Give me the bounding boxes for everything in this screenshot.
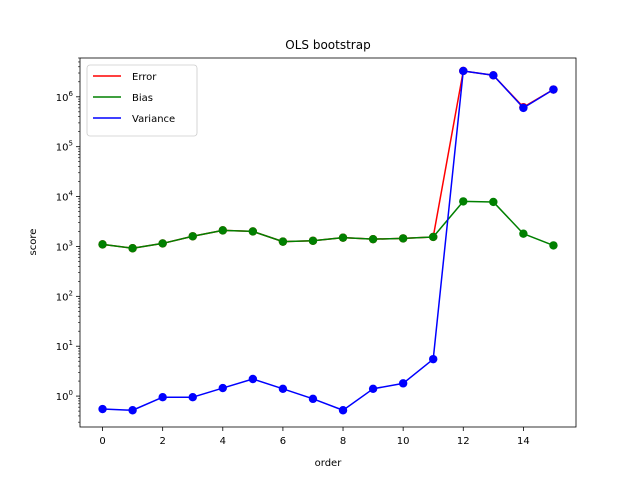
y-tick-exponent: 4	[69, 190, 74, 198]
data-point-bias	[218, 226, 227, 235]
x-axis: 0 2 4 6 8 10 12 14	[99, 427, 530, 447]
data-point-variance	[188, 392, 197, 402]
data-point-bias	[549, 241, 558, 250]
data-point-bias	[338, 233, 348, 242]
data-point-bias	[459, 197, 468, 206]
plot-area	[79, 57, 577, 428]
data-point-bias	[308, 236, 318, 245]
data-point-bias	[368, 234, 378, 244]
plot-frame	[79, 57, 577, 428]
data-point-variance	[368, 384, 378, 393]
data-point-bias	[98, 240, 107, 249]
data-point-bias	[398, 234, 408, 243]
series-line-bias	[102, 200, 554, 250]
data-point-bias	[429, 232, 438, 242]
y-tick-base: 10	[56, 292, 69, 303]
data-point-variance	[128, 406, 137, 415]
data-point-bias	[248, 227, 258, 236]
y-tick-exponent: 2	[69, 289, 73, 297]
data-point-variance	[429, 354, 438, 364]
y-tick-base: 10	[56, 392, 69, 403]
data-point-variance	[489, 71, 498, 80]
y-tick-base: 10	[56, 143, 69, 154]
legend-label-variance: Variance	[132, 114, 175, 125]
y-tick-label: 103	[56, 239, 73, 253]
data-point-variance	[519, 103, 528, 113]
y-tick-base: 10	[56, 193, 69, 204]
y-tick-exponent: 5	[69, 140, 73, 148]
data-point-variance	[248, 374, 258, 384]
data-point-bias	[519, 229, 528, 238]
series-layer	[98, 66, 558, 415]
series-bias	[98, 197, 558, 253]
chart-title: OLS bootstrap	[285, 38, 370, 52]
x-tick-label: 10	[397, 436, 410, 447]
y-tick-base: 10	[56, 342, 69, 353]
data-point-variance	[218, 383, 227, 393]
y-tick-label: 105	[56, 140, 73, 154]
legend-label-bias: Bias	[132, 93, 153, 104]
x-tick-label: 12	[457, 436, 470, 447]
x-tick-label: 14	[517, 436, 530, 447]
legend: Error Bias Variance	[86, 64, 198, 137]
y-tick-label: 106	[56, 90, 74, 104]
data-point-variance	[98, 404, 107, 414]
data-point-variance	[338, 406, 348, 415]
data-point-bias	[278, 237, 288, 246]
x-tick-label: 6	[280, 436, 286, 447]
y-tick-label: 104	[56, 190, 74, 204]
data-point-variance	[459, 66, 468, 76]
y-tick-label: 102	[56, 289, 73, 303]
y-axis-label: score	[28, 229, 39, 256]
y-tick-exponent: 3	[69, 239, 73, 247]
data-point-variance	[549, 85, 558, 94]
data-point-bias	[188, 232, 197, 241]
data-point-variance	[398, 379, 408, 388]
data-point-bias	[489, 197, 498, 207]
y-tick-label: 100	[56, 389, 73, 403]
y-tick-exponent: 1	[69, 339, 73, 347]
y-tick-base: 10	[56, 242, 69, 253]
series-variance	[98, 66, 558, 415]
legend-label-error: Error	[132, 72, 157, 83]
data-point-bias	[158, 239, 167, 248]
data-point-variance	[278, 384, 288, 393]
data-point-variance	[158, 392, 167, 402]
y-tick-label: 101	[56, 339, 73, 353]
data-point-bias	[128, 244, 137, 253]
series-line-variance	[102, 70, 554, 411]
x-axis-label: order	[315, 458, 343, 469]
x-tick-label: 0	[99, 436, 105, 447]
x-tick-label: 8	[340, 436, 346, 447]
data-point-variance	[308, 394, 318, 404]
y-tick-exponent: 6	[69, 90, 74, 98]
x-tick-label: 2	[159, 436, 165, 447]
x-tick-label: 4	[220, 436, 226, 447]
y-tick-exponent: 0	[69, 389, 73, 397]
y-tick-base: 10	[56, 93, 69, 104]
